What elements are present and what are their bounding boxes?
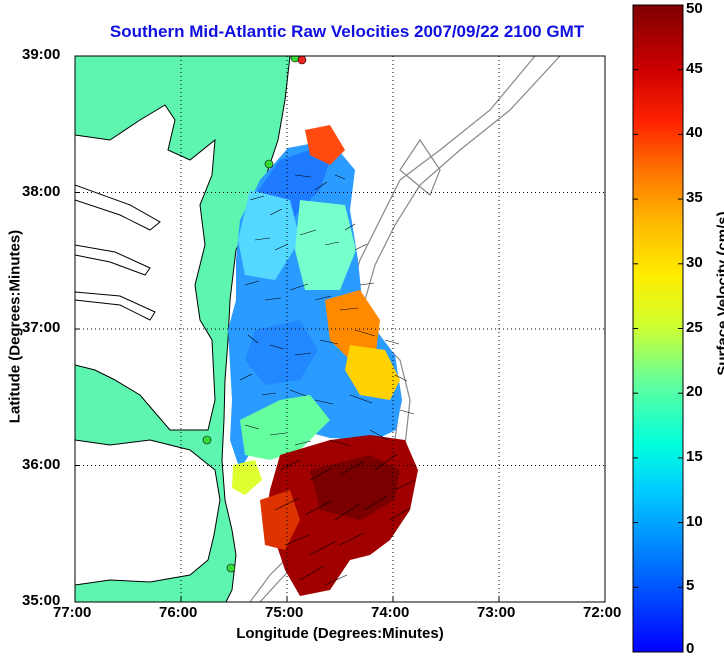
- y-tick-label: 39:00: [22, 46, 61, 63]
- station-marker: [264, 159, 274, 169]
- colorbar-tick-label: 40: [686, 124, 703, 142]
- map-title: Southern Mid-Atlantic Raw Velocities 200…: [109, 22, 585, 41]
- colorbar-tick-label: 30: [686, 253, 703, 271]
- colorbar-tick-label: 10: [686, 512, 703, 530]
- x-tick-label: 73:00: [477, 604, 516, 621]
- colorbar-tick-label: 50: [686, 0, 703, 17]
- colorbar-tick-label: 45: [686, 59, 703, 77]
- y-tick-label: 37:00: [22, 319, 61, 336]
- map-grid: [75, 56, 605, 602]
- y-tick-label: 35:00: [22, 592, 61, 609]
- x-tick-label: 75:00: [265, 604, 304, 621]
- x-axis-label: Longitude (Degrees:Minutes): [236, 625, 444, 642]
- x-tick-label: 74:00: [371, 604, 410, 621]
- station-marker: [226, 563, 236, 573]
- colorbar-tick-label: 25: [686, 318, 703, 336]
- colorbar-tick-label: 15: [686, 447, 703, 465]
- colorbar-tick-label: 35: [686, 189, 703, 207]
- x-tick-label: 76:00: [159, 604, 198, 621]
- x-tick-label: 72:00: [583, 604, 622, 621]
- station-marker: [202, 435, 212, 445]
- colorbar-tick-label: 0: [686, 640, 695, 657]
- colorbar: [632, 4, 684, 653]
- colorbar-tick-label: 5: [686, 577, 695, 595]
- velocity-field: [228, 125, 418, 596]
- pamlico-sound: [75, 439, 221, 586]
- station-marker: [297, 56, 307, 65]
- colorbar-tick-label: 20: [686, 383, 703, 401]
- velocity-vectors: [239, 174, 416, 586]
- y-tick-label: 38:00: [22, 182, 61, 200]
- x-tick-label: 77:00: [53, 604, 92, 621]
- y-tick-label: 36:00: [22, 455, 61, 473]
